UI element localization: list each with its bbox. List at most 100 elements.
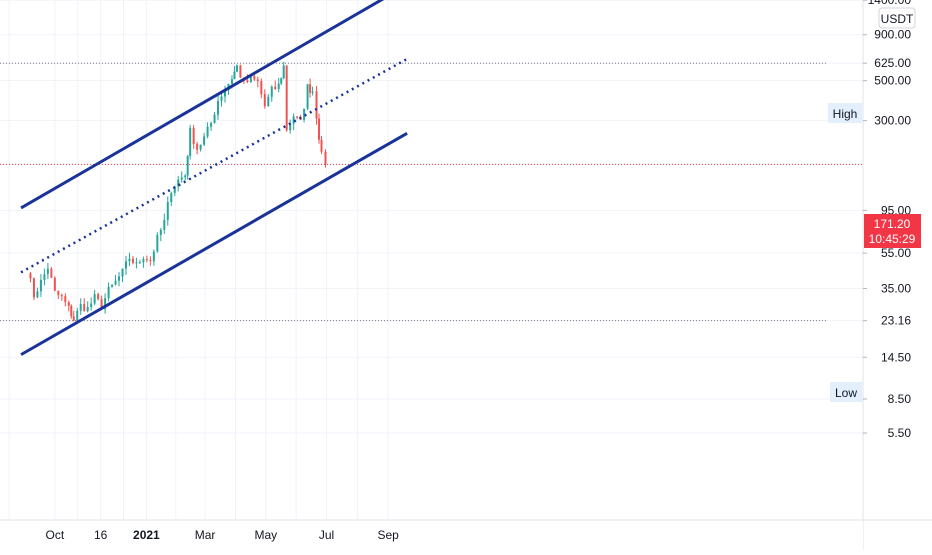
candle-body: [118, 276, 121, 281]
candle-body: [256, 79, 259, 82]
candle-body: [263, 94, 266, 107]
channel-middle-line: [20, 57, 408, 274]
candle-body: [315, 91, 318, 119]
price-tick-label: 1400.00: [868, 0, 912, 7]
price-tick-label: 5.50: [888, 426, 912, 440]
candle-body: [311, 91, 314, 93]
price-tick-label: 95.00: [881, 203, 911, 217]
candle-body: [138, 262, 141, 264]
candle-body: [142, 259, 145, 263]
candle-body: [29, 273, 32, 279]
candle-body: [50, 268, 53, 278]
candle-body: [239, 65, 242, 78]
candle-body: [199, 144, 202, 150]
time-tick-label: Oct: [46, 528, 65, 542]
candle-body: [152, 251, 155, 262]
price-tick-label: 14.50: [881, 350, 911, 364]
last-price-countdown: 10:45:29: [869, 232, 916, 246]
candle-body: [186, 155, 189, 176]
candle-body: [213, 114, 216, 124]
candle-body: [203, 136, 206, 145]
candle-body: [159, 229, 162, 235]
candle-body: [318, 118, 321, 140]
candle-body: [121, 268, 124, 277]
candle-body: [285, 65, 288, 131]
candle-body: [32, 278, 35, 298]
candle-body: [93, 294, 96, 304]
candle-body: [267, 96, 270, 107]
channel-lines[interactable]: [20, 0, 408, 356]
candle-body: [217, 100, 220, 115]
candle-body: [76, 310, 79, 321]
candle-body: [70, 305, 73, 317]
high-label: High: [833, 107, 858, 121]
candle-body: [145, 259, 148, 261]
candle-body: [196, 144, 199, 150]
candle-body: [177, 179, 180, 187]
time-tick-label: Sep: [377, 528, 399, 542]
candle-body: [128, 258, 131, 262]
candle-body: [292, 116, 295, 124]
channel-upper-line: [20, 0, 385, 210]
last-price-badge: 171.20 10:45:29: [864, 214, 921, 248]
candle-body: [180, 177, 183, 180]
reference-lines: [0, 62, 863, 322]
time-tick-label: 16: [94, 528, 108, 542]
candle-body: [36, 291, 39, 298]
unit-badge[interactable]: USDT: [878, 7, 916, 29]
price-tick-label: 900.00: [874, 28, 911, 42]
candle-body: [83, 304, 86, 312]
candle-body: [309, 84, 312, 93]
candle-body: [192, 128, 195, 145]
price-tick-label: 23.16: [881, 314, 911, 328]
candle-body: [97, 294, 100, 300]
candle-body: [79, 304, 82, 311]
candle-body: [124, 261, 127, 269]
unit-label: USDT: [881, 12, 914, 26]
price-tick-label: 55.00: [881, 246, 911, 260]
candle-body: [135, 262, 138, 264]
low-label: Low: [835, 386, 857, 400]
candle-body: [230, 79, 233, 84]
candle-body: [67, 302, 70, 306]
candle-body: [86, 307, 89, 312]
candle-body: [107, 286, 110, 299]
candle-body: [289, 123, 292, 131]
candle-body: [163, 219, 166, 230]
candle-body: [104, 298, 107, 310]
price-tick-label: 500.00: [874, 74, 911, 88]
time-tick-label: Jul: [319, 528, 334, 542]
price-axis[interactable]: 2200.001400.00900.00625.00500.00300.0095…: [863, 0, 911, 440]
candle-body: [306, 84, 309, 109]
candle-body: [270, 86, 273, 97]
candle-body: [111, 284, 114, 287]
candle-body: [206, 126, 209, 137]
candle-body: [249, 75, 252, 82]
time-tick-label: May: [254, 528, 277, 542]
candle-body: [223, 90, 226, 97]
time-axis-background: [0, 521, 863, 550]
price-tick-label: 8.50: [888, 392, 912, 406]
candle-body: [233, 71, 236, 80]
candle-body: [282, 65, 285, 79]
candle-body: [184, 175, 187, 178]
candle-body: [296, 116, 299, 118]
candle-body: [39, 279, 42, 292]
candle-body: [324, 151, 327, 165]
candles: [29, 61, 327, 322]
candle-body: [280, 78, 283, 84]
low-marker: Low: [830, 382, 862, 402]
time-axis[interactable]: Oct 16 2021 Mar May Jul Sep: [46, 528, 400, 542]
candle-body: [90, 303, 93, 308]
candle-body: [246, 80, 249, 82]
candle-body: [43, 274, 46, 280]
candle-body: [64, 296, 67, 303]
candle-body: [189, 128, 192, 156]
candle-body: [260, 81, 263, 95]
price-tick-label: 625.00: [874, 56, 911, 70]
candle-body: [156, 234, 159, 252]
price-markers: USDT High Low 171.20 10:45:29: [828, 7, 921, 402]
candle-body: [131, 258, 134, 263]
